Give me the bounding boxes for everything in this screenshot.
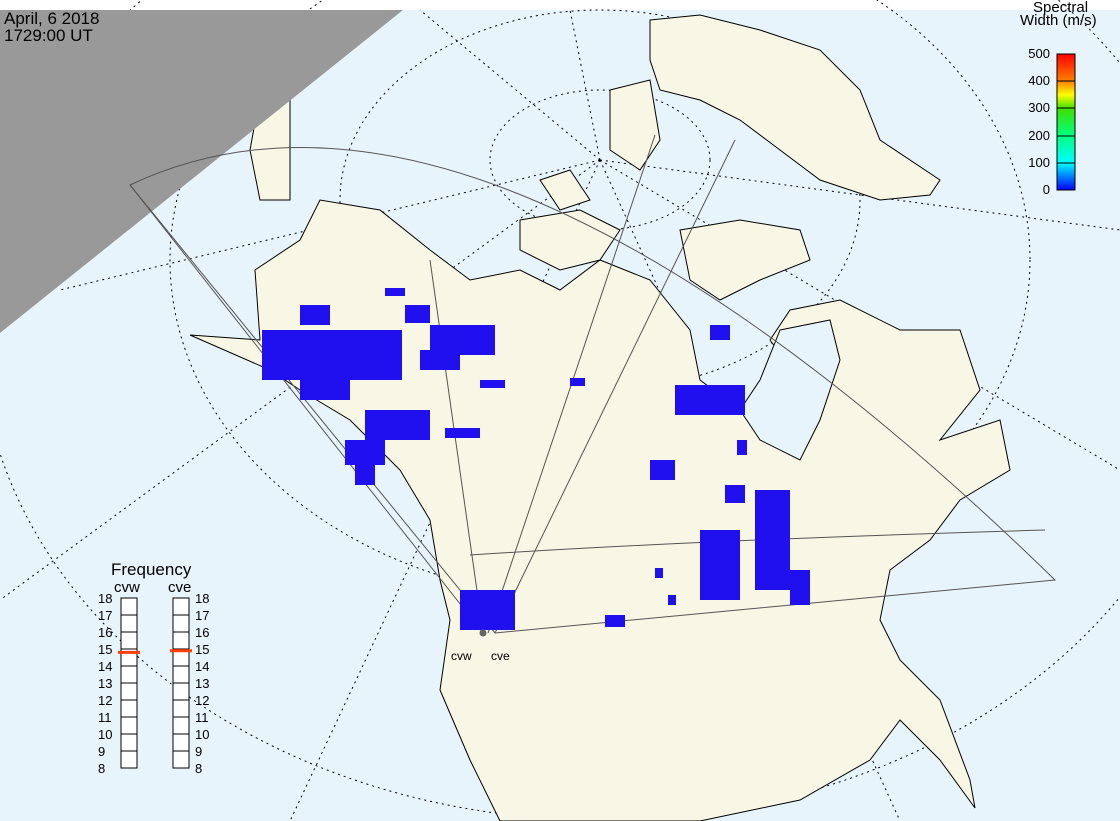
colorbar-tick: 200: [1028, 127, 1050, 143]
frequency-tick: 13: [195, 676, 210, 691]
frequency-tick: 15: [98, 642, 113, 657]
frequency-tick: 8: [98, 761, 106, 776]
colorbar-tick: 400: [1028, 73, 1050, 89]
frequency-tick: 9: [98, 744, 106, 759]
colorbar-tick: 300: [1028, 100, 1050, 116]
radar-label-cve: cve: [168, 579, 192, 596]
frequency-tick: 17: [195, 608, 210, 623]
frequency-tick: 10: [195, 727, 210, 742]
colorbar-tick: 0: [1042, 182, 1050, 197]
colorbar: [1056, 53, 1076, 191]
colorbar-title-2: Width (m/s): [1020, 12, 1097, 29]
radar-site-marker: [479, 629, 487, 637]
frequency-title: Frequency: [111, 560, 192, 579]
date-label: April, 6 2018: [4, 9, 100, 28]
hudson-bay: [739, 319, 841, 461]
colorbar-tick: 500: [1028, 46, 1050, 61]
frequency-tick: 12: [98, 693, 113, 708]
frequency-tick: 16: [98, 625, 113, 640]
frequency-tick: 17: [98, 608, 113, 623]
colorbar-title-1: Spectral: [1033, 0, 1089, 16]
frequency-tick: 14: [98, 659, 113, 674]
site-label-cvw: cvw: [451, 649, 472, 663]
frequency-tick: 16: [195, 625, 210, 640]
scatter-cells: [262, 288, 810, 630]
frequency-boxes: [118, 597, 192, 769]
frequency-tick: 12: [195, 693, 210, 708]
frequency-tick: 9: [195, 744, 203, 759]
frequency-tick: 11: [98, 710, 112, 725]
radar-label-cvw: cvw: [114, 579, 140, 596]
frequency-tick: 14: [195, 659, 210, 674]
frequency-tick: 18: [98, 591, 113, 606]
frequency-tick: 13: [98, 676, 113, 691]
colorbar-tick: 100: [1028, 154, 1050, 170]
frequency-tick: 8: [195, 761, 203, 776]
frequency-tick: 10: [98, 727, 113, 742]
frequency-tick: 18: [195, 591, 210, 606]
frequency-tick: 11: [195, 710, 209, 725]
time-label: 1729:00 UT: [4, 26, 93, 45]
site-label-cve: cve: [491, 649, 510, 663]
night-region: [0, 10, 403, 333]
frequency-tick: 15: [195, 642, 210, 657]
